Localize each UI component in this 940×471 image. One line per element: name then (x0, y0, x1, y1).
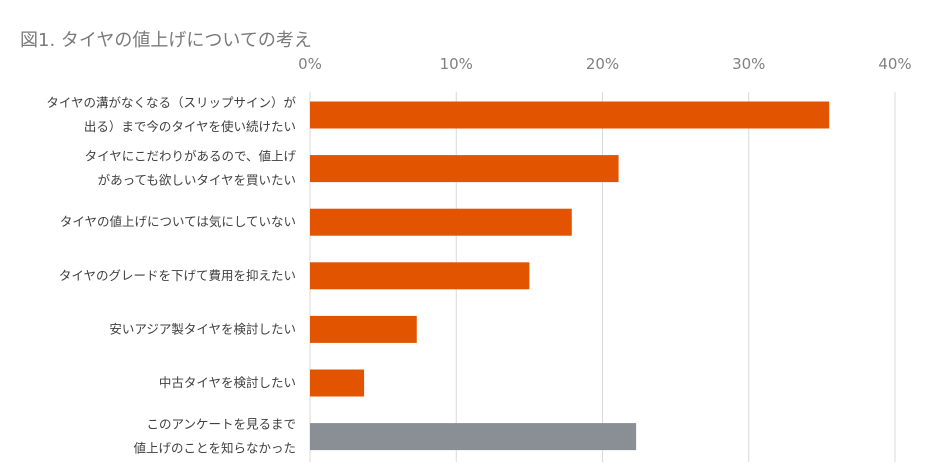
category-label: 値上げのことを知らなかった (133, 441, 296, 456)
category-label: このアンケートを見るまで (146, 417, 296, 432)
x-tick-label: 20% (586, 55, 619, 73)
x-tick-label: 10% (440, 55, 473, 73)
category-label: タイヤにこだわりがあるので、値上げ (85, 149, 297, 164)
bar (310, 315, 417, 343)
x-tick-label: 40% (878, 55, 911, 73)
chart-title: 図1. タイヤの値上げについての考え (20, 30, 312, 51)
x-tick-label: 30% (732, 55, 765, 73)
category-label: タイヤの値上げについては気にしていない (60, 214, 296, 229)
category-label: タイヤの溝がなくなる（スリップサイン）が (46, 95, 296, 110)
category-label: 中古タイヤを検討したい (159, 375, 296, 390)
category-label: 安いアジア製タイヤを検討したい (109, 321, 296, 336)
category-label: タイヤのグレードを下げて費用を抑えたい (59, 268, 296, 283)
bar (310, 101, 830, 129)
bar (310, 208, 572, 236)
bar (310, 262, 530, 290)
category-label: があっても欲しいタイヤを買いたい (98, 173, 296, 188)
x-tick-label: 0% (298, 55, 322, 73)
bar (310, 423, 637, 451)
category-label: 出る）まで今のタイヤを使い続けたい (84, 119, 296, 134)
bar (310, 155, 619, 183)
bar (310, 369, 365, 397)
